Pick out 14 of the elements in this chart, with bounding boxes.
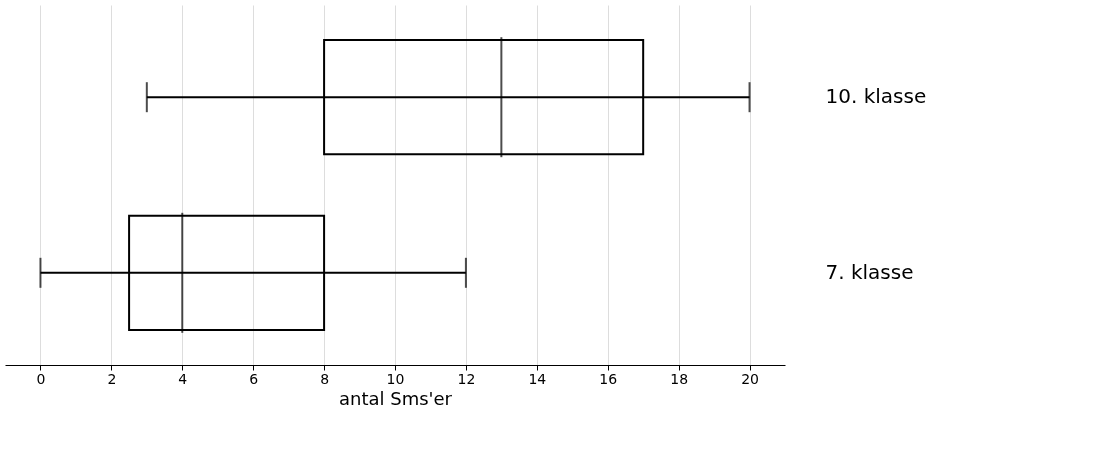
x-tick-label: 6 bbox=[249, 370, 259, 387]
x-axis-title: antal Sms'er bbox=[338, 387, 453, 409]
x-tick-label: 10 bbox=[386, 370, 405, 387]
x-tick-label: 4 bbox=[178, 370, 188, 387]
y-tick-label: 10. klasse bbox=[825, 84, 927, 109]
y-tick-label: 7. klasse bbox=[825, 259, 914, 284]
x-tick-label: 14 bbox=[528, 370, 547, 387]
x-tick-label: 8 bbox=[320, 370, 330, 387]
x-tick-label: 12 bbox=[457, 370, 476, 387]
x-tick-label: 18 bbox=[670, 370, 689, 387]
x-tick-label: 16 bbox=[599, 370, 618, 387]
x-tick-label: 0 bbox=[36, 370, 46, 387]
x-tick-label: 20 bbox=[741, 370, 759, 387]
x-tick-label: 2 bbox=[107, 370, 117, 387]
